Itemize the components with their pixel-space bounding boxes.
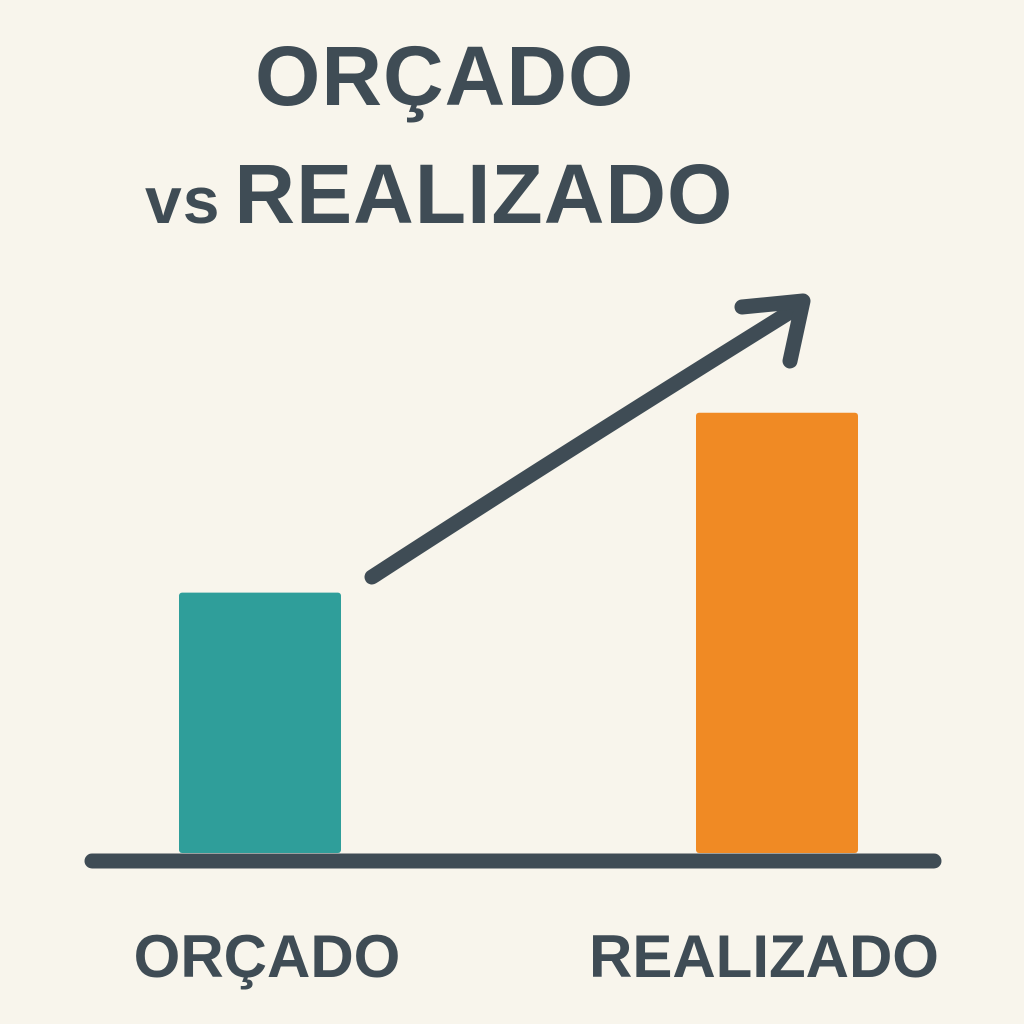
- bars-group: [179, 412, 858, 853]
- category-label-orcado: ORÇADO: [134, 923, 401, 990]
- category-labels: ORÇADO REALIZADO: [134, 923, 939, 990]
- trend-arrow-icon: [364, 293, 811, 585]
- bar-realizado: [696, 412, 858, 853]
- chart-title-line-2: vs REALIZADO: [145, 152, 733, 236]
- bar-orcado: [179, 592, 341, 853]
- chart-title-main: REALIZADO: [234, 147, 734, 241]
- chart-title-vs: vs: [145, 163, 221, 237]
- chart-title-line-1: ORÇADO: [255, 29, 635, 123]
- category-label-realizado: REALIZADO: [589, 923, 939, 990]
